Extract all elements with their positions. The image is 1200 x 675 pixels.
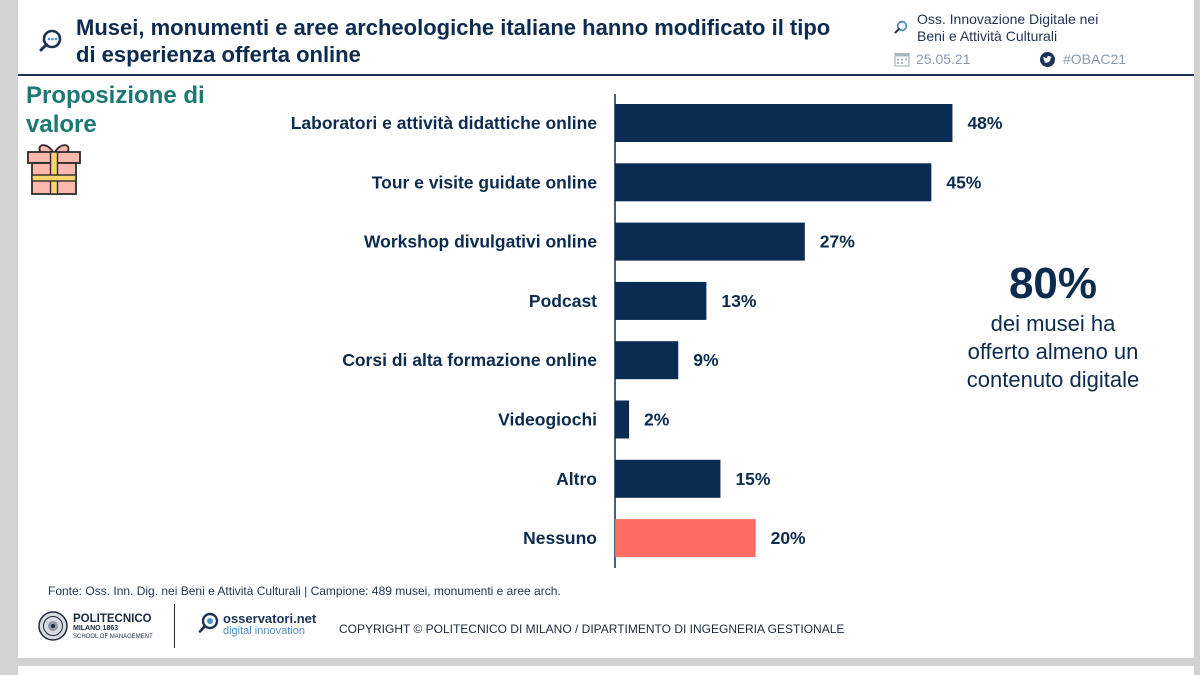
calendar-icon	[894, 52, 910, 67]
chart-value-label: 15%	[735, 469, 770, 489]
gift-icon	[27, 144, 81, 195]
chart-value-label: 2%	[644, 410, 670, 430]
politecnico-logo-city: MILANO 1863	[73, 625, 119, 632]
page-title-line-1: Musei, monumenti e aree archeologiche it…	[76, 15, 831, 40]
chart-category-label: Corsi di alta formazione online	[342, 350, 597, 370]
summary-callout: 80% dei musei ha offerto almeno un conte…	[923, 258, 1183, 394]
chart-category-label: Laboratori e attività didattiche online	[291, 113, 598, 133]
osservatori-magnifier-icon	[198, 612, 219, 633]
callout-line-2: offerto almeno un	[967, 339, 1139, 364]
chart-category-label: Podcast	[529, 291, 597, 311]
chart-bar	[615, 341, 679, 380]
magnifier-chat-icon	[39, 29, 62, 52]
chart-category-label: Workshop divulgativi online	[364, 232, 597, 252]
chart-bar	[615, 519, 756, 558]
chart-value-label: 45%	[946, 172, 981, 192]
chart-category-label: Videogiochi	[498, 410, 597, 430]
callout-line-3: contenuto digitale	[966, 367, 1140, 392]
section-label: Proposizione di valore	[26, 81, 226, 139]
chart-bar	[615, 281, 707, 320]
chart-bar	[615, 222, 805, 261]
section-label-line-2: valore	[26, 111, 97, 138]
chart-bar	[615, 400, 630, 439]
observatory-name-line-1: Oss. Innovazione Digitale nei	[917, 11, 1099, 27]
page-title-line-2: di esperienza offerta online	[76, 42, 361, 67]
chart-value-label: 9%	[693, 350, 719, 370]
osservatori-logo-name: osservatori.net	[223, 611, 317, 626]
bar-chart: Laboratori e attività didattiche online 4…	[291, 94, 1003, 568]
event-date: 25.05.21	[916, 51, 971, 67]
twitter-icon	[1040, 52, 1055, 67]
chart-value-label: 48%	[967, 113, 1002, 133]
chart-bar	[615, 459, 721, 498]
chart-category-label: Tour e visite guidate online	[372, 172, 598, 192]
event-hashtag: #OBAC21	[1063, 51, 1127, 67]
osservatori-logo-tagline: digital innovation	[223, 625, 305, 637]
source-note: Fonte: Oss. Inn. Dig. nei Beni e Attivit…	[48, 584, 561, 598]
politecnico-logo-school: SCHOOL OF MANAGEMENT	[73, 634, 153, 640]
politecnico-seal-icon	[38, 611, 68, 641]
chart-bar	[615, 163, 932, 202]
politecnico-logo-name: POLITECNICO	[73, 613, 152, 625]
slide: Musei, monumenti e aree archeologiche it…	[18, 0, 1194, 658]
chart-category-label: Nessuno	[523, 528, 597, 548]
chart-value-label: 13%	[721, 291, 756, 311]
logo-divider	[174, 604, 175, 648]
observatory-name-line-2: Beni e Attività Culturali	[917, 28, 1058, 44]
copyright-notice: COPYRIGHT © POLITECNICO DI MILANO / DIPA…	[339, 622, 845, 636]
callout-line-1: dei musei ha	[990, 311, 1116, 336]
chart-value-label: 20%	[771, 528, 806, 548]
chart-category-label: Altro	[556, 469, 597, 489]
callout-value: 80%	[1008, 259, 1098, 308]
magnifier-icon	[894, 20, 908, 34]
page-title: Musei, monumenti e aree archeologiche it…	[76, 14, 876, 68]
section-label-line-1: Proposizione di	[26, 82, 205, 109]
chart-bar	[615, 104, 953, 142]
chart-value-label: 27%	[820, 232, 855, 252]
next-slide-edge	[18, 666, 1194, 675]
header-divider	[18, 74, 1194, 76]
